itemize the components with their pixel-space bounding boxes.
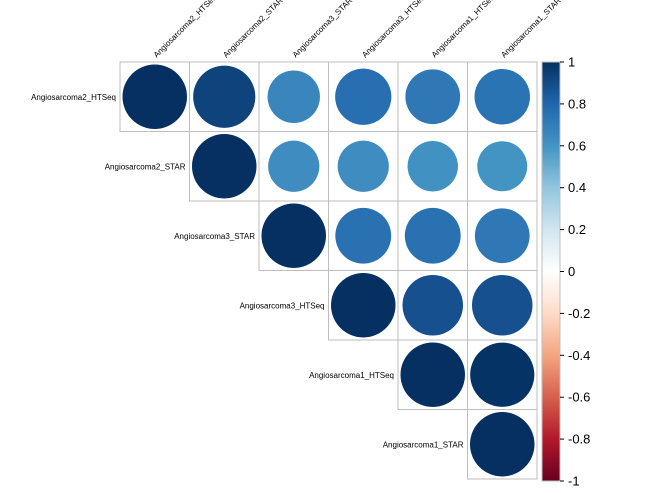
correlation-circle [477, 141, 528, 192]
correlation-circle [400, 342, 465, 407]
column-label: Angiosarcoma3_STAR [291, 0, 355, 59]
colorbar-tick-label: -0.2 [568, 306, 590, 321]
correlation-circle [404, 207, 461, 264]
colorbar-tick-label: 0 [568, 264, 575, 279]
correlation-circle [407, 141, 458, 192]
column-label: Angiosarcoma2_HTSeq [152, 0, 218, 59]
correlation-circle [474, 69, 530, 125]
correlation-circle [474, 208, 530, 264]
correlation-circle [267, 70, 320, 123]
column-label: Angiosarcoma3_HTSeq [360, 0, 426, 59]
correlation-circle [470, 412, 535, 477]
colorbar-tick-label: 0.8 [568, 96, 586, 111]
colorbar-tick-label: 1 [568, 55, 575, 70]
correlation-circle [268, 140, 320, 192]
row-label: Angiosarcoma2_STAR [105, 162, 186, 171]
correlation-circle [335, 68, 392, 125]
row-label: Angiosarcoma2_HTSeq [31, 93, 116, 102]
correlation-circle [337, 140, 389, 192]
row-label: Angiosarcoma3_STAR [174, 232, 255, 241]
correlation-circle [405, 69, 461, 125]
row-labels: Angiosarcoma2_HTSeq Angiosarcoma2_STAR Ang… [31, 93, 464, 450]
colorbar-tick-label: -0.4 [568, 348, 590, 363]
correlation-circle [122, 64, 187, 129]
cell-border [467, 409, 538, 480]
correlation-circle [192, 134, 257, 199]
column-label: Angiosarcoma1_STAR [499, 0, 563, 59]
color-legend: 1 0.8 0.6 0.4 0.2 0 -0.2 -0.4 -0.6 -0.8 -1 [541, 55, 590, 489]
row-label: Angiosarcoma3_HTSeq [240, 301, 325, 310]
correlation-circle [261, 203, 326, 268]
column-label: Angiosarcoma1_HTSeq [430, 0, 496, 59]
correlation-circle [335, 207, 392, 264]
colorbar-tick-label: -0.6 [568, 390, 590, 405]
colorbar-gradient [541, 61, 561, 482]
correlation-circle [471, 274, 533, 336]
colorbar-tick-label: 0.4 [568, 180, 586, 195]
correlation-circle [402, 274, 464, 336]
column-labels: Angiosarcoma2_HTSeq Angiosarcoma2_STAR Ang… [152, 0, 563, 59]
colorbar-tick-label: 0.6 [568, 138, 586, 153]
correlation-circle [193, 65, 256, 128]
correlation-circle [470, 342, 535, 407]
column-label: Angiosarcoma2_STAR [221, 0, 285, 59]
correlation-cells [119, 61, 538, 480]
correlation-circle [331, 273, 396, 338]
colorbar-tick-label: -0.8 [568, 432, 590, 447]
row-label: Angiosarcoma1_STAR [383, 440, 464, 449]
colorbar-tick-label: -1 [568, 474, 580, 489]
colorbar-tick-label: 0.2 [568, 222, 586, 237]
row-label: Angiosarcoma1_HTSeq [309, 371, 394, 380]
